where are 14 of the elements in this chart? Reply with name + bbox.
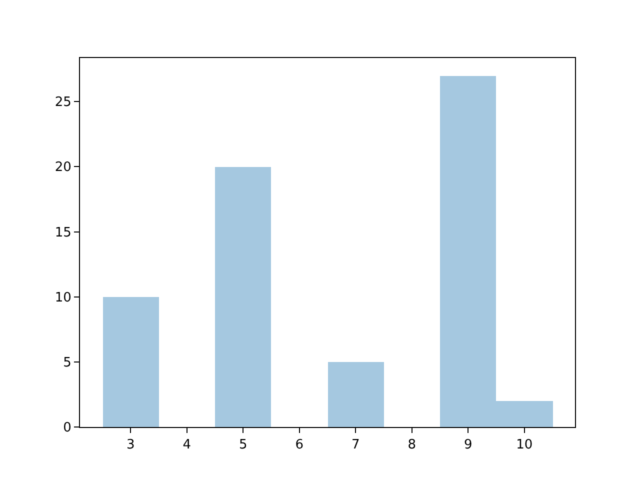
x-tick-label: 5 — [238, 438, 248, 453]
y-tick-label: 20 — [54, 160, 72, 176]
y-tick-label: 15 — [54, 225, 72, 240]
x-tick-label: 4 — [182, 438, 192, 453]
y-tick-label: 5 — [63, 355, 72, 370]
x-tick-label: 3 — [126, 438, 135, 453]
x-tick-label: 10 — [516, 438, 533, 453]
x-tick-label: 8 — [408, 438, 416, 453]
y-tick-label: 25 — [54, 95, 72, 110]
x-tick-label: 9 — [464, 438, 472, 453]
y-tick-label: 10 — [54, 290, 72, 306]
x-tick-label: 7 — [351, 438, 360, 453]
x-tick-label: 6 — [295, 438, 304, 453]
y-tick-label: 0 — [63, 420, 72, 436]
